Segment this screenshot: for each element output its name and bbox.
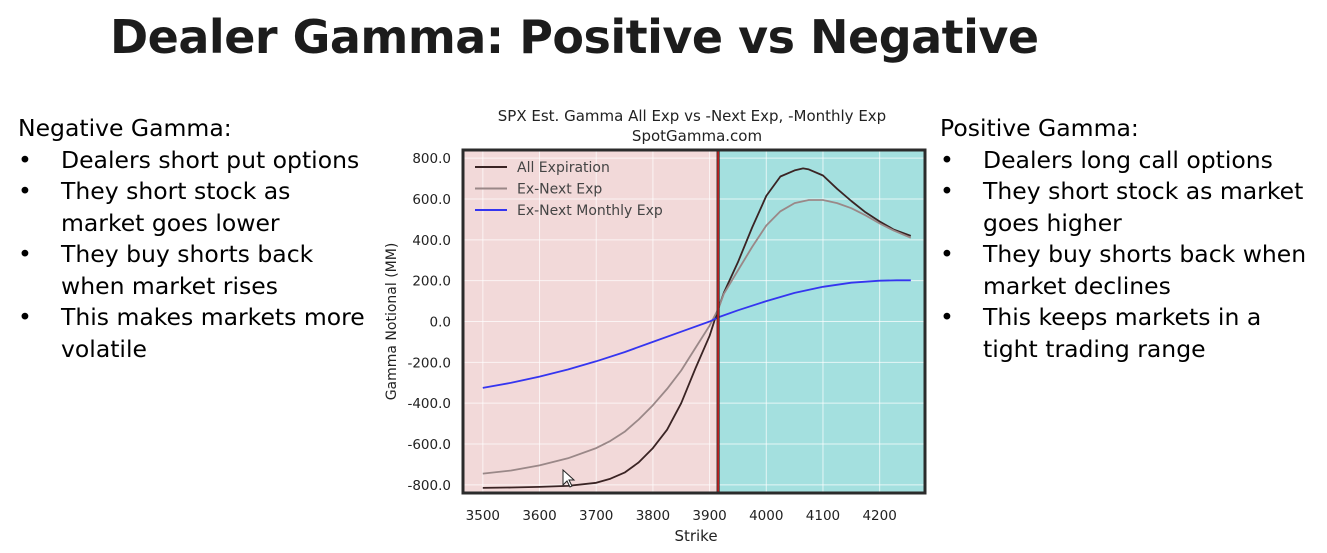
chart-subtitle: SpotGamma.com (632, 127, 762, 145)
bullet-text: Dealers long call options (983, 145, 1273, 174)
bullet-text: They buy shorts back when market rises (61, 240, 314, 300)
legend-label: All Expiration (517, 160, 610, 176)
bullet-text: Dealers short put options (61, 145, 360, 174)
positive-gamma-panel: Positive Gamma: • Dealers long call optio… (940, 113, 1320, 365)
bullet-icon: • (940, 177, 954, 205)
y-tick-label: -400.0 (407, 396, 451, 412)
list-item: • Dealers long call options (940, 145, 1320, 177)
gamma-chart: 800.0 600.0 400.0 200.0 0.0 -200.0 -400.0 -600.… (384, 107, 927, 545)
y-tick-label: 200.0 (412, 274, 451, 290)
bullet-text: This keeps markets in a tight trading ra… (983, 303, 1262, 363)
bullet-text: They short stock as market goes higher (983, 177, 1304, 237)
x-tick-label: 3600 (522, 508, 556, 524)
x-axis-label: Strike (674, 527, 717, 545)
negative-gamma-bullet-list: • Dealers short put options • They short s… (18, 145, 378, 366)
legend-label: Ex-Next Exp (517, 182, 602, 198)
y-axis-label: Gamma Notional (MM) (384, 243, 400, 401)
bullet-text: They buy shorts back when market decline… (983, 240, 1307, 300)
bullet-icon: • (18, 303, 32, 331)
slide-title: Dealer Gamma: Positive vs Negative (110, 10, 1039, 64)
bullet-icon: • (18, 240, 32, 268)
x-tick-label: 3500 (466, 508, 500, 524)
list-item: • This makes markets more volatile (18, 302, 378, 365)
list-item: • They short stock as market goes lower (18, 176, 378, 239)
bullet-text: They short stock as market goes lower (61, 177, 291, 237)
bullet-icon: • (940, 145, 954, 174)
series-line-3 (482, 279, 911, 389)
y-tick-label: 400.0 (412, 233, 451, 249)
list-item: • They buy shorts back when market declin… (940, 239, 1320, 302)
mouse-cursor-icon (562, 468, 576, 488)
x-tick-label: 3900 (692, 508, 726, 524)
list-item: • Dealers short put options (18, 145, 378, 177)
y-tick-label: -800.0 (407, 478, 451, 494)
x-tick-label: 4100 (806, 508, 840, 524)
x-tick-label: 3800 (636, 508, 670, 524)
y-tick-label: -600.0 (407, 437, 451, 453)
y-tick-label: -200.0 (407, 355, 451, 371)
chart-title: SPX Est. Gamma All Exp vs -Next Exp, -Mo… (498, 107, 886, 125)
series-line-2 (482, 199, 912, 475)
y-tick-label: 600.0 (412, 192, 451, 208)
negative-gamma-panel: Negative Gamma: • Dealers short put optio… (18, 113, 378, 365)
y-tick-label: 800.0 (412, 151, 451, 167)
negative-gamma-heading: Negative Gamma: (18, 114, 232, 142)
x-tick-label: 4200 (862, 508, 896, 524)
legend-label: Ex-Next Monthly Exp (517, 203, 663, 219)
bullet-icon: • (940, 240, 954, 268)
list-item: • This keeps markets in a tight trading r… (940, 302, 1320, 365)
bullet-icon: • (18, 177, 32, 205)
list-item: • They short stock as market goes higher (940, 176, 1320, 239)
bullet-text: This makes markets more volatile (61, 303, 365, 363)
list-item: • They buy shorts back when market rises (18, 239, 378, 302)
bullet-icon: • (18, 145, 32, 174)
positive-gamma-bullet-list: • Dealers long call options • They short s… (940, 145, 1320, 366)
bullet-icon: • (940, 303, 954, 331)
plot-frame (461, 148, 927, 495)
positive-gamma-heading: Positive Gamma: (940, 114, 1139, 142)
x-tick-label: 3700 (579, 508, 613, 524)
y-tick-label: 0.0 (430, 315, 451, 331)
x-tick-label: 4000 (749, 508, 783, 524)
